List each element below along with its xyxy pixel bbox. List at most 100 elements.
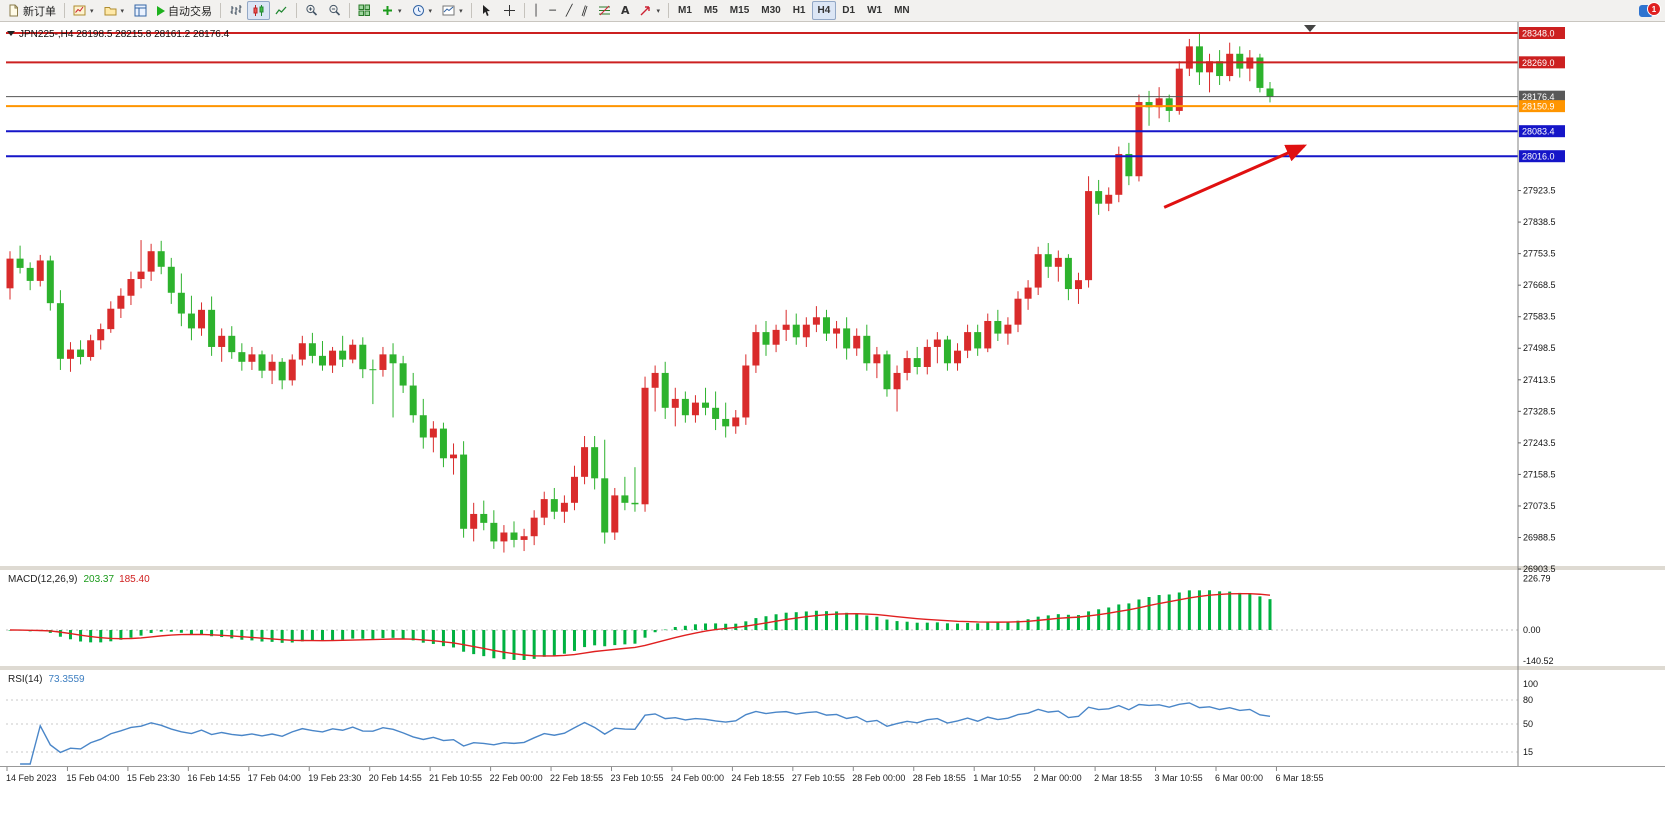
profiles-button[interactable]: ▾	[99, 1, 130, 20]
panel-separator[interactable]	[0, 666, 1665, 670]
time-axis-label: 14 Feb 2023	[6, 773, 57, 783]
price-axis-label: 27583.5	[1523, 312, 1556, 322]
price-level-label	[1519, 27, 1565, 39]
toolbar-separator	[667, 3, 669, 18]
bar-chart-icon	[230, 5, 242, 15]
trendline-tool-button[interactable]: ╱	[561, 1, 578, 20]
timeframe-h4[interactable]: H4	[811, 1, 837, 20]
timeframe-toolbar: M1 M5 M15 M30 H1 H4 D1 W1 MN	[672, 1, 916, 20]
price-axis-label: 27243.5	[1523, 438, 1556, 448]
line-chart-icon	[275, 6, 287, 15]
zoom-out-button[interactable]	[323, 1, 346, 20]
timeframe-mn[interactable]: MN	[888, 1, 916, 20]
zoom-in-icon	[306, 4, 318, 16]
price-axis-label: 27328.5	[1523, 406, 1556, 416]
new-chart-icon	[73, 5, 86, 16]
tile-windows-button[interactable]	[353, 1, 376, 20]
time-axis-label: 19 Feb 23:30	[308, 773, 361, 783]
svg-text:28150.9: 28150.9	[1522, 102, 1555, 112]
timeframe-m30[interactable]: M30	[755, 1, 786, 20]
toolbar-separator	[296, 3, 298, 18]
price-axis-label: 27923.5	[1523, 186, 1556, 196]
svg-text:28083.4: 28083.4	[1522, 127, 1555, 137]
time-axis-label: 6 Mar 18:55	[1275, 773, 1323, 783]
price-level-label	[1519, 56, 1565, 69]
channel-tool-button[interactable]: ∥	[577, 1, 593, 20]
timeframe-m5[interactable]: M5	[698, 1, 724, 20]
time-axis-label: 17 Feb 04:00	[248, 773, 301, 783]
new-order-icon	[9, 4, 18, 17]
new-chart-button[interactable]: ▾	[68, 1, 99, 20]
price-axis-label: 27073.5	[1523, 501, 1556, 511]
time-axis-label: 6 Mar 00:00	[1215, 773, 1263, 783]
data-window-button[interactable]	[129, 1, 152, 20]
templates-button[interactable]: ▾	[437, 1, 468, 20]
tile-windows-icon	[358, 4, 371, 16]
candles	[6, 33, 1274, 553]
chevron-down-icon: ▾	[428, 6, 433, 15]
cursor-icon	[482, 5, 490, 16]
price-axis-label: 26988.5	[1523, 533, 1556, 543]
cursor-button[interactable]	[475, 1, 498, 20]
trend-arrow-annotation[interactable]	[1163, 144, 1308, 209]
rsi-axis-label: 50	[1523, 719, 1533, 729]
autotrading-button[interactable]: 自动交易	[152, 1, 217, 20]
vertical-line-tool-button[interactable]: │	[528, 1, 545, 20]
toolbar-separator	[220, 3, 222, 18]
timeframe-m15[interactable]: M15	[724, 1, 755, 20]
chevron-down-icon: ▾	[90, 6, 94, 15]
chevron-down-icon: ▾	[656, 6, 660, 15]
fibonacci-tool-button[interactable]	[593, 1, 616, 20]
notification-cluster: 1	[1639, 2, 1661, 17]
indicators-plus-icon	[383, 6, 393, 15]
chart-shift-marker[interactable]	[1304, 25, 1316, 32]
text-tool-button[interactable]: A	[616, 1, 635, 20]
toolbar-separator	[64, 3, 65, 18]
chart-title: JPN225-,H4 28198.5 28215.8 28161.2 28176…	[19, 29, 230, 40]
trendline-icon: ╱	[565, 4, 573, 17]
line-chart-button[interactable]	[270, 1, 293, 20]
macd-axis-label: -140.52	[1523, 656, 1554, 666]
panel-separator[interactable]	[0, 566, 1665, 570]
rsi-label: RSI(14) 73.3559	[8, 674, 85, 685]
shapes-tool-button[interactable]: ▾	[634, 1, 665, 20]
zoom-in-button[interactable]	[300, 1, 323, 20]
periods-button[interactable]: ▾	[407, 1, 438, 20]
price-axis-label: 27753.5	[1523, 249, 1556, 259]
time-axis-label: 22 Feb 00:00	[490, 773, 543, 783]
profiles-icon	[104, 7, 117, 16]
clock-icon	[412, 5, 424, 16]
price-level-label	[1519, 100, 1565, 113]
candlestick-chart-icon	[253, 5, 264, 16]
horizontal-line-tool-button[interactable]: ─	[544, 1, 561, 20]
timeframe-h1[interactable]: H1	[787, 1, 812, 20]
time-axis-label: 3 Mar 10:55	[1155, 773, 1203, 783]
chart-menu-icon[interactable]	[7, 31, 15, 36]
svg-text:28176.4: 28176.4	[1522, 92, 1555, 102]
time-axis-label: 24 Feb 00:00	[671, 773, 724, 783]
time-axis-label: 15 Feb 23:30	[127, 773, 180, 783]
timeframe-d1[interactable]: D1	[836, 1, 861, 20]
candlestick-chart-button[interactable]	[247, 1, 271, 20]
time-axis[interactable]: 14 Feb 2023 15 Feb 04:00 15 Feb 23:30 16 Fe…	[6, 767, 1323, 783]
new-order-button[interactable]: 新订单	[2, 1, 61, 20]
data-window-icon	[134, 4, 147, 17]
toolbar-separator	[470, 3, 472, 18]
indicators-button[interactable]: ▾	[376, 1, 407, 20]
crosshair-button[interactable]	[498, 1, 521, 20]
timeframe-m1[interactable]: M1	[672, 1, 698, 20]
timeframe-w1[interactable]: W1	[861, 1, 888, 20]
time-axis-label: 27 Feb 10:55	[792, 773, 845, 783]
macd-signal-line	[9, 592, 1271, 657]
bar-chart-button[interactable]	[224, 1, 247, 20]
toolbar-separator	[523, 3, 525, 18]
template-icon	[442, 5, 455, 16]
rsi-axis-label: 15	[1523, 747, 1533, 757]
zoom-out-icon	[329, 4, 341, 16]
time-axis-label: 21 Feb 10:55	[429, 773, 482, 783]
time-axis-label: 15 Feb 04:00	[66, 773, 119, 783]
crosshair-icon	[503, 5, 515, 16]
rsi-line	[20, 702, 1271, 765]
text-tool-icon: A	[620, 4, 630, 17]
